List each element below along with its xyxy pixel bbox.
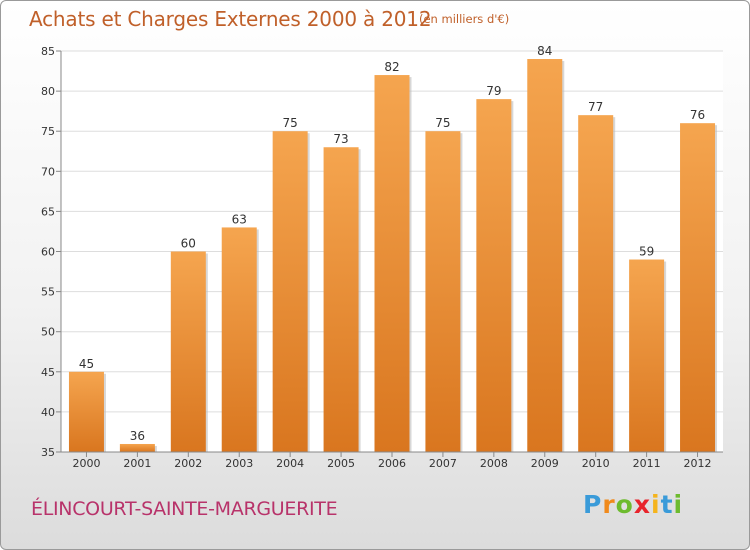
y-tick-label: 40 bbox=[41, 406, 55, 419]
logo-letter: r bbox=[602, 490, 616, 519]
x-tick-label: 2000 bbox=[72, 457, 100, 470]
y-tick-label: 70 bbox=[41, 165, 55, 178]
x-tick-label: 2003 bbox=[225, 457, 253, 470]
data-label: 63 bbox=[232, 212, 247, 226]
data-label: 76 bbox=[690, 108, 705, 122]
data-label: 59 bbox=[639, 245, 654, 259]
y-tick-label: 35 bbox=[41, 446, 55, 459]
bar[interactable] bbox=[221, 227, 257, 452]
x-tick-label: 2012 bbox=[684, 457, 712, 470]
x-tick-label: 2009 bbox=[531, 457, 559, 470]
bar[interactable] bbox=[170, 251, 206, 453]
bar[interactable] bbox=[119, 443, 155, 452]
data-label: 75 bbox=[283, 116, 298, 130]
bar[interactable] bbox=[476, 99, 512, 453]
logo-letter: t bbox=[660, 490, 674, 519]
proxiti-logo[interactable]: Proxiti bbox=[583, 490, 683, 519]
x-tick-label: 2007 bbox=[429, 457, 457, 470]
logo-letter: x bbox=[633, 490, 651, 519]
y-tick-label: 85 bbox=[41, 45, 55, 58]
y-tick-label: 65 bbox=[41, 205, 55, 218]
x-tick-label: 2002 bbox=[174, 457, 202, 470]
logo-letter: i bbox=[673, 490, 684, 519]
x-tick-label: 2001 bbox=[123, 457, 151, 470]
data-label: 82 bbox=[384, 60, 399, 74]
chart-unit: (en milliers d'€) bbox=[419, 12, 510, 26]
bar[interactable] bbox=[68, 371, 104, 452]
data-label: 77 bbox=[588, 100, 603, 114]
y-tick-label: 45 bbox=[41, 366, 55, 379]
bar[interactable] bbox=[629, 259, 665, 452]
data-label: 45 bbox=[79, 357, 94, 371]
bar[interactable] bbox=[374, 75, 410, 452]
logo-letter: P bbox=[583, 490, 603, 519]
y-tick-label: 80 bbox=[41, 85, 55, 98]
bar[interactable] bbox=[527, 59, 563, 453]
bar[interactable] bbox=[272, 131, 308, 452]
x-tick-label: 2011 bbox=[633, 457, 661, 470]
data-label: 84 bbox=[537, 44, 552, 58]
x-tick-label: 2006 bbox=[378, 457, 406, 470]
bar[interactable] bbox=[323, 147, 359, 453]
y-tick-label: 50 bbox=[41, 326, 55, 339]
bar[interactable] bbox=[578, 115, 614, 452]
logo-letter: o bbox=[615, 490, 634, 519]
logo-letter: i bbox=[651, 490, 661, 519]
bar[interactable] bbox=[425, 131, 461, 452]
x-tick-label: 2008 bbox=[480, 457, 508, 470]
y-tick-label: 75 bbox=[41, 125, 55, 138]
data-label: 60 bbox=[181, 237, 196, 251]
y-tick-label: 55 bbox=[41, 286, 55, 299]
x-tick-label: 2004 bbox=[276, 457, 304, 470]
data-label: 36 bbox=[130, 429, 145, 443]
y-tick-label: 60 bbox=[41, 246, 55, 259]
commune-name: ÉLINCOURT-SAINTE-MARGUERITE bbox=[31, 498, 338, 520]
x-tick-label: 2010 bbox=[582, 457, 610, 470]
data-label: 73 bbox=[333, 132, 348, 146]
x-tick-label: 2005 bbox=[327, 457, 355, 470]
data-label: 79 bbox=[486, 84, 501, 98]
chart-title: Achats et Charges Externes 2000 à 2012 bbox=[29, 7, 432, 31]
bar[interactable] bbox=[680, 123, 716, 453]
data-label: 75 bbox=[435, 116, 450, 130]
